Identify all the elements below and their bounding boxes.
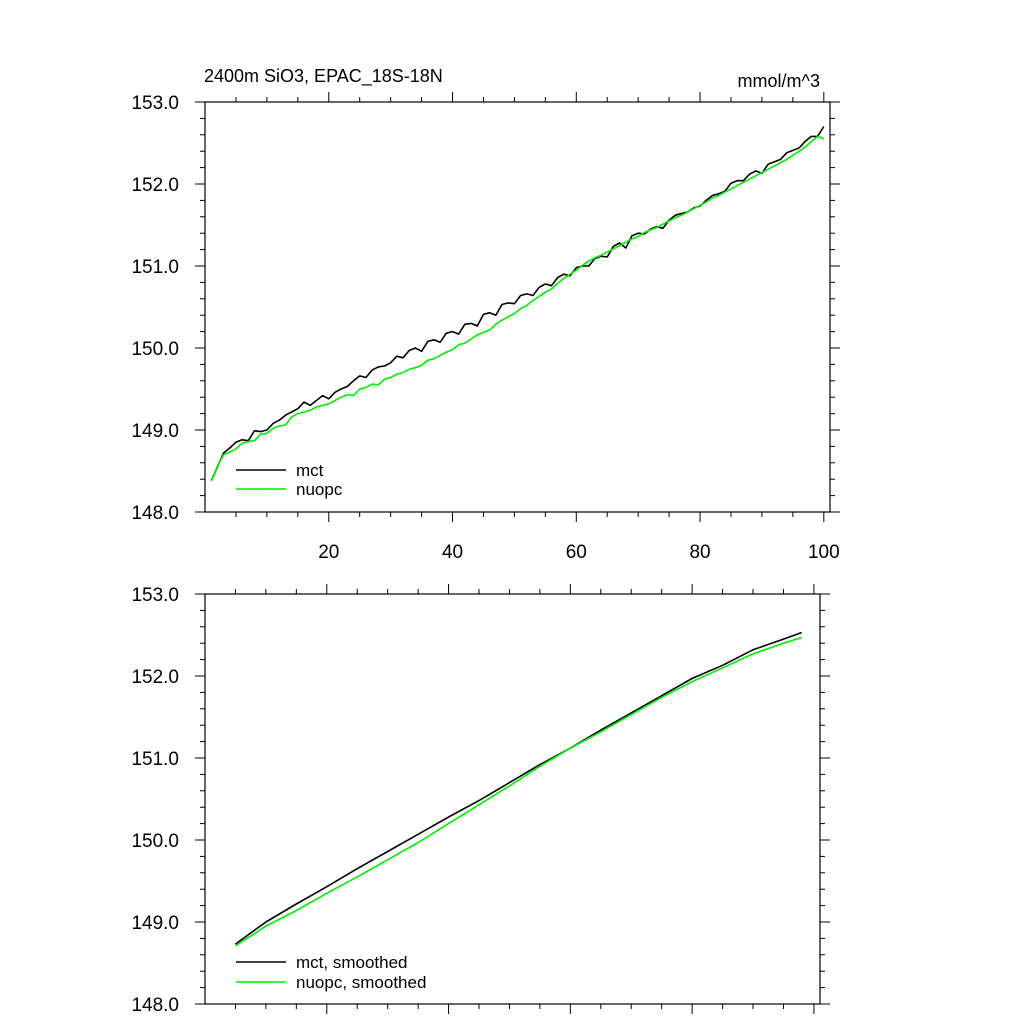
legend-label-nuopc-smoothed: nuopc, smoothed <box>296 973 426 992</box>
plot-frame <box>204 101 831 513</box>
chart-title: 2400m SiO3, EPAC_18S-18N <box>204 66 443 87</box>
series-line-nuopc <box>210 135 825 482</box>
legend-label-mct: mct <box>296 461 324 480</box>
x-tick-label: 40 <box>442 542 463 563</box>
top-panel: 148.0 149.0 150.0 151.0 152.0 153.0 20 40 60 80 10… <box>131 92 840 563</box>
y-tick-label: 148.0 <box>131 503 179 524</box>
y-tick-label: 150.0 <box>131 339 179 360</box>
x-tick-label: 60 <box>566 542 587 563</box>
series-line-nuopc-smoothed <box>234 636 802 947</box>
y-tick-label: 153.0 <box>131 93 179 114</box>
x-tick-label: 100 <box>808 542 840 563</box>
legend-label-mct-smoothed: mct, smoothed <box>296 953 408 972</box>
x-tick-label: 20 <box>318 542 339 563</box>
legend-label-nuopc: nuopc <box>296 480 343 499</box>
y-tick-label: 148.0 <box>131 995 179 1016</box>
bottom-panel: 148.0 149.0 150.0 151.0 152.0 153.0 <box>131 584 830 1016</box>
y-tick-label: 150.0 <box>131 831 179 852</box>
plot-frame <box>204 593 821 1005</box>
y-tick-label: 151.0 <box>131 257 179 278</box>
y-tick-label: 152.0 <box>131 175 179 196</box>
y-tick-label: 149.0 <box>131 913 179 934</box>
top-legend: mct nuopc <box>236 461 343 499</box>
series-line-mct-smoothed <box>234 631 802 945</box>
x-tick-label: 80 <box>689 542 710 563</box>
y-tick-label: 149.0 <box>131 421 179 442</box>
units-label: mmol/m^3 <box>738 71 820 91</box>
series-line-mct <box>210 126 825 482</box>
y-tick-label: 151.0 <box>131 749 179 770</box>
y-tick-label: 152.0 <box>131 667 179 688</box>
y-tick-label: 153.0 <box>131 585 179 606</box>
bottom-legend: mct, smoothed nuopc, smoothed <box>236 953 426 992</box>
